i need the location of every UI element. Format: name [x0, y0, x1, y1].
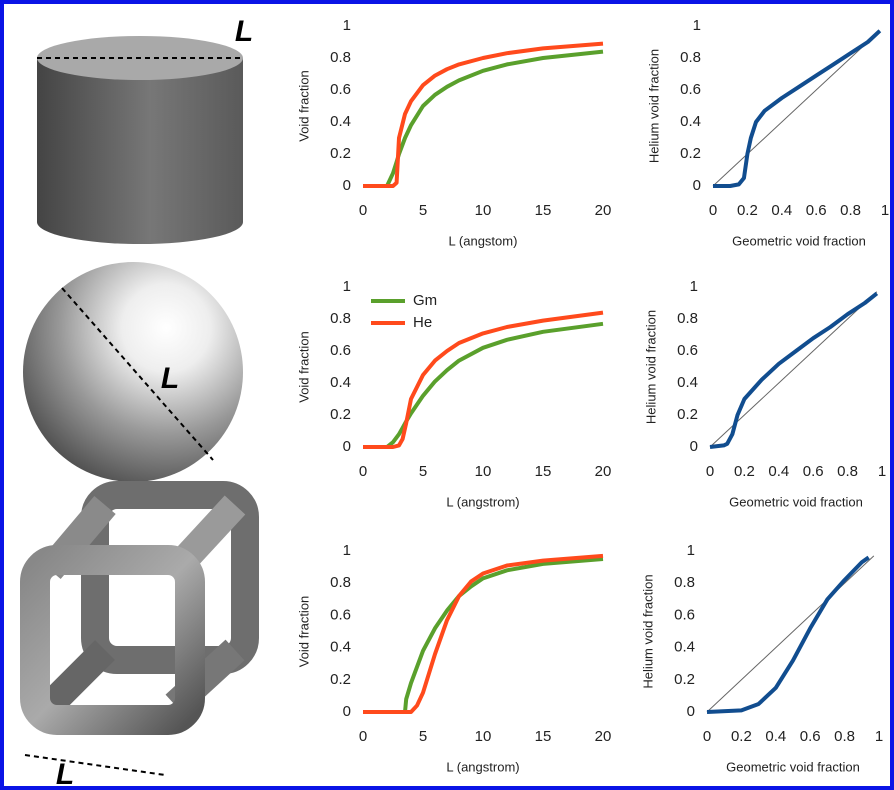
x-tick-label: 1: [875, 728, 883, 745]
data-line: [363, 559, 603, 712]
x-tick-label: 10: [475, 202, 492, 219]
y-tick-label: 0.8: [330, 310, 351, 327]
y-axis-label: Helium void fraction: [643, 310, 658, 424]
x-tick-label: 0.4: [765, 728, 786, 745]
y-axis-label: Void fraction: [296, 331, 311, 403]
x-tick-label: 1: [878, 463, 886, 480]
x-tick-label: 0.4: [771, 202, 792, 219]
y-tick-label: 0: [343, 177, 351, 194]
data-line: [363, 313, 603, 447]
x-tick-label: 0: [709, 202, 717, 219]
y-tick-label: 1: [693, 17, 701, 34]
legend-label: He: [413, 314, 432, 331]
x-axis-label: Geometric void fraction: [729, 494, 863, 509]
x-tick-label: 0: [359, 463, 367, 480]
x-tick-label: 20: [595, 463, 612, 480]
x-axis-label: L (angstrom): [446, 494, 519, 509]
y-tick-label: 0: [693, 177, 701, 194]
x-axis-label: Geometric void fraction: [732, 233, 866, 248]
x-tick-label: 5: [419, 728, 427, 745]
y-tick-label: 0.2: [677, 406, 698, 423]
y-tick-label: 0.6: [674, 606, 695, 623]
y-tick-label: 1: [687, 542, 695, 559]
y-tick-label: 1: [343, 278, 351, 295]
y-tick-label: 0: [687, 703, 695, 720]
cylinder-shape: [37, 36, 243, 244]
y-tick-label: 0.8: [330, 574, 351, 591]
x-tick-label: 0.8: [837, 463, 858, 480]
y-tick-label: 1: [690, 278, 698, 295]
y-tick-label: 0.4: [330, 639, 351, 656]
shape-label: L: [235, 15, 253, 48]
data-line: [707, 556, 874, 712]
x-tick-label: 5: [419, 463, 427, 480]
y-tick-label: 0.4: [330, 113, 351, 130]
y-axis-label: Void fraction: [296, 70, 311, 142]
y-tick-label: 0.4: [680, 113, 701, 130]
x-tick-label: 15: [535, 202, 552, 219]
y-tick-label: 0.4: [677, 374, 698, 391]
legend-label: Gm: [413, 292, 437, 309]
x-tick-label: 0: [359, 728, 367, 745]
x-tick-label: 0.2: [737, 202, 758, 219]
data-line: [710, 293, 877, 447]
y-tick-label: 0: [343, 438, 351, 455]
cube-frame-shape: [25, 495, 245, 775]
data-line: [363, 44, 603, 186]
sphere-shape: [23, 262, 243, 482]
x-tick-label: 0.2: [731, 728, 752, 745]
x-tick-label: 0.8: [840, 202, 861, 219]
y-tick-label: 0.8: [674, 574, 695, 591]
y-tick-label: 0.8: [677, 310, 698, 327]
x-tick-label: 15: [535, 728, 552, 745]
y-tick-label: 0.6: [330, 81, 351, 98]
x-tick-label: 0: [706, 463, 714, 480]
y-tick-label: 0.2: [330, 406, 351, 423]
x-tick-label: 1: [881, 202, 889, 219]
x-tick-label: 0.6: [800, 728, 821, 745]
data-line: [363, 324, 603, 447]
y-tick-label: 0.2: [330, 145, 351, 162]
y-tick-label: 0.8: [330, 49, 351, 66]
x-tick-label: 20: [595, 202, 612, 219]
x-axis-label: Geometric void fraction: [726, 759, 860, 774]
y-tick-label: 1: [343, 542, 351, 559]
y-tick-label: 0.6: [680, 81, 701, 98]
y-axis-label: Void fraction: [296, 596, 311, 668]
x-tick-label: 10: [475, 728, 492, 745]
x-tick-label: 20: [595, 728, 612, 745]
y-tick-label: 0.6: [330, 342, 351, 359]
x-tick-label: 15: [535, 463, 552, 480]
x-tick-label: 0: [703, 728, 711, 745]
y-tick-label: 0.6: [330, 606, 351, 623]
x-tick-label: 0: [359, 202, 367, 219]
y-tick-label: 0.8: [680, 49, 701, 66]
y-tick-label: 0.4: [330, 374, 351, 391]
x-tick-label: 0.4: [768, 463, 789, 480]
shape-label: L: [161, 362, 179, 395]
y-tick-label: 0.4: [674, 639, 695, 656]
y-axis-label: Helium void fraction: [646, 49, 661, 163]
shape-label: L: [56, 758, 74, 790]
x-axis-label: L (angstrom): [446, 759, 519, 774]
y-tick-label: 1: [343, 17, 351, 34]
figure: L L L 00.20.40.60.8105101520L (angstom)V…: [0, 0, 894, 790]
x-tick-label: 0.8: [834, 728, 855, 745]
x-tick-label: 0.6: [803, 463, 824, 480]
x-axis-label: L (angstom): [449, 233, 518, 248]
y-tick-label: 0.2: [674, 671, 695, 688]
y-tick-label: 0.2: [330, 671, 351, 688]
x-tick-label: 0.2: [734, 463, 755, 480]
y-axis-label: Helium void fraction: [640, 574, 655, 688]
x-tick-label: 5: [419, 202, 427, 219]
y-tick-label: 0.6: [677, 342, 698, 359]
data-line: [713, 31, 880, 186]
y-tick-label: 0.2: [680, 145, 701, 162]
y-tick-label: 0: [343, 703, 351, 720]
x-tick-label: 0.6: [806, 202, 827, 219]
y-tick-label: 0: [690, 438, 698, 455]
x-tick-label: 10: [475, 463, 492, 480]
